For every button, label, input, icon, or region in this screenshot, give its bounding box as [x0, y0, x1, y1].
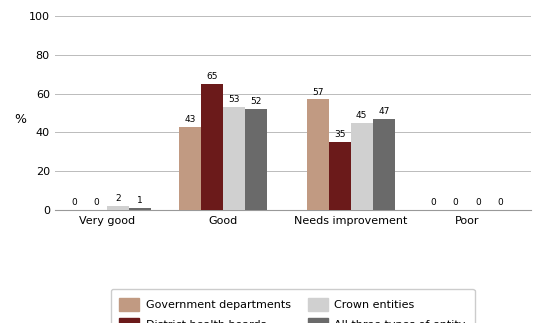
Bar: [107, 206, 129, 210]
Y-axis label: %: %: [15, 113, 26, 126]
Bar: [329, 142, 351, 210]
Text: 0: 0: [431, 198, 437, 207]
Text: 47: 47: [378, 107, 389, 116]
Text: 1: 1: [137, 196, 143, 205]
Bar: [223, 107, 245, 210]
Bar: [306, 99, 329, 210]
Text: 35: 35: [334, 130, 345, 139]
Bar: [179, 127, 201, 210]
Legend: Government departments, District health boards, Crown entities, All three types : Government departments, District health …: [110, 289, 475, 323]
Bar: [129, 208, 151, 210]
Bar: [351, 123, 373, 210]
Text: 65: 65: [206, 72, 218, 81]
Text: 0: 0: [71, 198, 77, 207]
Text: 52: 52: [251, 97, 262, 106]
Text: 57: 57: [312, 88, 323, 97]
Text: 43: 43: [184, 115, 196, 124]
Text: 0: 0: [475, 198, 481, 207]
Text: 53: 53: [228, 95, 240, 104]
Text: 0: 0: [453, 198, 458, 207]
Text: 0: 0: [93, 198, 99, 207]
Bar: [373, 119, 395, 210]
Bar: [245, 109, 267, 210]
Text: 0: 0: [497, 198, 503, 207]
Text: 2: 2: [115, 194, 121, 203]
Bar: [201, 84, 223, 210]
Text: 45: 45: [356, 111, 368, 120]
